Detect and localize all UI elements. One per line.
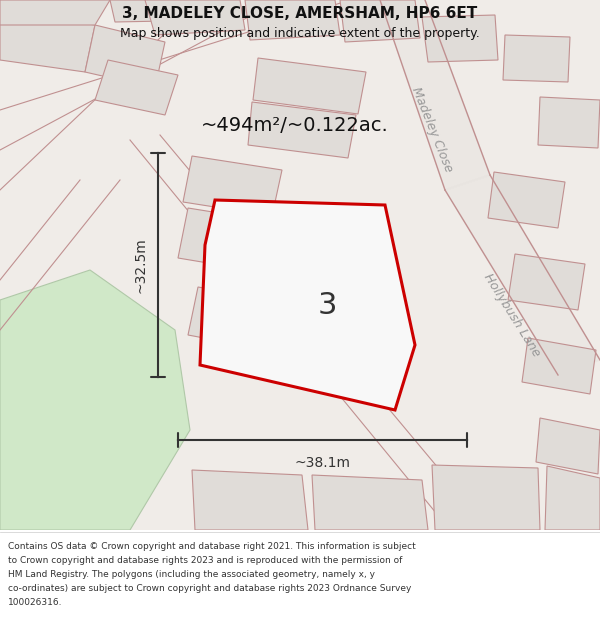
- Text: co-ordinates) are subject to Crown copyright and database rights 2023 Ordnance S: co-ordinates) are subject to Crown copyr…: [8, 584, 412, 593]
- Polygon shape: [245, 0, 340, 40]
- Text: Contains OS data © Crown copyright and database right 2021. This information is : Contains OS data © Crown copyright and d…: [8, 542, 416, 551]
- Text: Map shows position and indicative extent of the property.: Map shows position and indicative extent…: [120, 28, 480, 41]
- Text: ~38.1m: ~38.1m: [295, 456, 350, 470]
- Polygon shape: [432, 465, 540, 530]
- Polygon shape: [178, 208, 275, 272]
- Polygon shape: [200, 200, 415, 410]
- Polygon shape: [380, 0, 490, 190]
- Polygon shape: [248, 102, 356, 158]
- Text: 100026316.: 100026316.: [8, 598, 62, 607]
- Polygon shape: [0, 0, 110, 25]
- Polygon shape: [110, 0, 220, 22]
- Polygon shape: [95, 60, 178, 115]
- Polygon shape: [503, 35, 570, 82]
- Polygon shape: [536, 418, 600, 474]
- Polygon shape: [522, 338, 596, 394]
- Text: HM Land Registry. The polygons (including the associated geometry, namely x, y: HM Land Registry. The polygons (includin…: [8, 570, 375, 579]
- Polygon shape: [0, 12, 95, 72]
- Text: 3, MADELEY CLOSE, AMERSHAM, HP6 6ET: 3, MADELEY CLOSE, AMERSHAM, HP6 6ET: [122, 6, 478, 21]
- Polygon shape: [422, 15, 498, 62]
- Polygon shape: [0, 0, 600, 530]
- Polygon shape: [312, 475, 428, 530]
- Polygon shape: [85, 25, 165, 88]
- Polygon shape: [508, 254, 585, 310]
- Text: ~494m²/~0.122ac.: ~494m²/~0.122ac.: [201, 116, 389, 135]
- Polygon shape: [0, 270, 190, 530]
- Polygon shape: [488, 172, 565, 228]
- Polygon shape: [253, 58, 366, 114]
- Polygon shape: [192, 470, 308, 530]
- Polygon shape: [538, 97, 600, 148]
- Text: ~32.5m: ~32.5m: [134, 237, 148, 293]
- Polygon shape: [545, 466, 600, 530]
- Polygon shape: [145, 0, 245, 35]
- Polygon shape: [183, 156, 282, 216]
- Text: Hollybush Lane: Hollybush Lane: [481, 271, 543, 359]
- Polygon shape: [188, 287, 280, 350]
- Text: to Crown copyright and database rights 2023 and is reproduced with the permissio: to Crown copyright and database rights 2…: [8, 556, 403, 565]
- Text: Madeley Close: Madeley Close: [409, 86, 455, 174]
- Polygon shape: [445, 175, 600, 375]
- Text: 3: 3: [318, 291, 337, 319]
- Polygon shape: [340, 0, 420, 42]
